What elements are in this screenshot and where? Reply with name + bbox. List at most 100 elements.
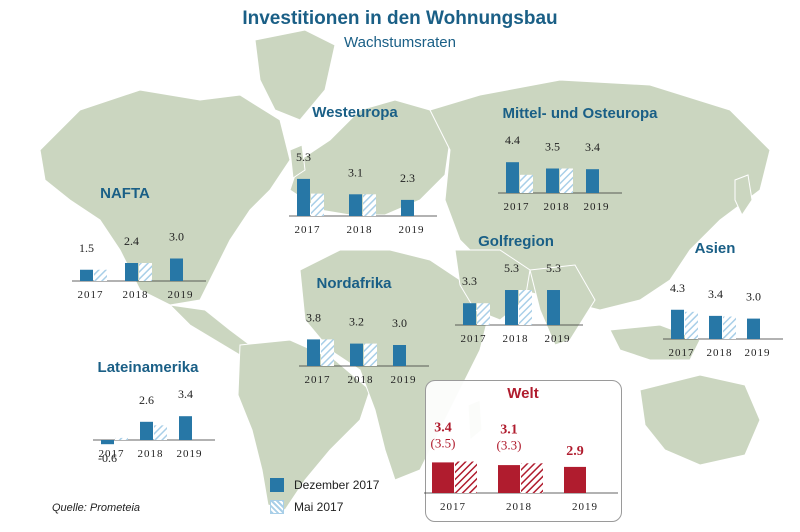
asien-tick-2017: 2017 bbox=[669, 347, 695, 359]
welt-bar-dec-2018 bbox=[498, 465, 520, 493]
mittel-und-osteuropa-bar-may-2018 bbox=[560, 168, 573, 193]
welt-bar-may-2018 bbox=[521, 463, 543, 493]
welt-value-label-2018: 3.1 bbox=[500, 422, 518, 437]
golfregion-bar-may-2017 bbox=[477, 303, 490, 325]
lateinamerika-value-label-2018: 2.6 bbox=[139, 393, 154, 407]
lateinamerika-bar-may-2018 bbox=[154, 425, 167, 440]
welt-bar-dec-2017 bbox=[432, 462, 454, 493]
golfregion-bar-dec-2019 bbox=[547, 290, 560, 325]
westeuropa-bar-dec-2019 bbox=[401, 199, 414, 216]
mittel-und-osteuropa-region-title: Mittel- und Osteuropa bbox=[503, 105, 659, 122]
lateinamerika-bar-dec-2019 bbox=[179, 416, 192, 440]
golfregion-tick-2017: 2017 bbox=[461, 333, 487, 345]
westeuropa-region-title: Westeuropa bbox=[312, 104, 398, 121]
mittel-und-osteuropa-value-label-2019: 3.4 bbox=[585, 140, 600, 154]
welt-may-value-label-2018: (3.3) bbox=[497, 437, 522, 452]
mittel-und-osteuropa-tick-2019: 2019 bbox=[584, 201, 610, 213]
westeuropa-tick-2018: 2018 bbox=[347, 224, 373, 236]
golfregion-region-title: Golfregion bbox=[478, 233, 554, 250]
lateinamerika-value-label-2017: -0.6 bbox=[98, 451, 117, 465]
nordafrika-region-title: Nordafrika bbox=[316, 275, 392, 292]
legend-label-dec: Dezember 2017 bbox=[294, 478, 380, 492]
legend-item-dec: Dezember 2017 bbox=[270, 474, 379, 496]
nafta-tick-2019: 2019 bbox=[168, 289, 194, 301]
westeuropa-bar-may-2018 bbox=[363, 194, 376, 216]
welt-tick-2017: 2017 bbox=[440, 501, 466, 513]
source-note: Quelle: Prometeia bbox=[52, 502, 141, 514]
nafta-bar-dec-2019 bbox=[170, 258, 183, 281]
westeuropa-tick-2017: 2017 bbox=[295, 224, 321, 236]
chart-title: Investitionen in den Wohnungsbau bbox=[242, 8, 558, 29]
golfregion-tick-2019: 2019 bbox=[545, 333, 571, 345]
welt-panel bbox=[425, 380, 622, 522]
nordafrika-bar-dec-2019 bbox=[393, 345, 406, 366]
lateinamerika-region-title: Lateinamerika bbox=[98, 359, 200, 376]
asien-bar-may-2017 bbox=[685, 311, 698, 339]
westeuropa-bar-may-2017 bbox=[311, 193, 324, 216]
nafta-tick-2017: 2017 bbox=[78, 289, 104, 301]
nordafrika-bar-dec-2018 bbox=[350, 343, 363, 366]
westeuropa-value-label-2017: 5.3 bbox=[296, 150, 311, 164]
mittel-und-osteuropa-value-label-2017: 4.4 bbox=[505, 133, 520, 147]
japan-shape bbox=[734, 174, 753, 217]
chart-subtitle: Wachstumsraten bbox=[344, 34, 456, 51]
golfregion-value-label-2019: 5.3 bbox=[546, 261, 561, 275]
nafta-value-label-2019: 3.0 bbox=[169, 230, 184, 244]
legend-item-may: Mai 2017 bbox=[270, 496, 379, 518]
lateinamerika-bar-may-2017 bbox=[115, 437, 128, 440]
australia-shape bbox=[639, 374, 761, 466]
asien-bar-may-2018 bbox=[723, 316, 736, 339]
golfregion-bar-dec-2017 bbox=[463, 303, 476, 325]
golfregion-bar-dec-2018 bbox=[505, 290, 518, 325]
legend-swatch-may bbox=[270, 500, 284, 514]
asia-shape bbox=[429, 79, 771, 311]
legend-label-may: Mai 2017 bbox=[294, 500, 344, 514]
welt-bar-may-2017 bbox=[455, 461, 477, 493]
lateinamerika-bar-dec-2017 bbox=[101, 440, 114, 445]
nordafrika-value-label-2018: 3.2 bbox=[349, 315, 364, 329]
nafta-value-label-2017: 1.5 bbox=[79, 241, 94, 255]
golfregion-value-label-2018: 5.3 bbox=[504, 261, 519, 275]
golfregion-bar-may-2018 bbox=[519, 290, 532, 325]
nafta-bar-dec-2017 bbox=[80, 269, 93, 281]
westeuropa-bar-dec-2017 bbox=[297, 178, 310, 216]
welt-bar-dec-2019 bbox=[564, 466, 586, 493]
south-america-shape bbox=[237, 339, 371, 511]
uk-shape bbox=[289, 144, 306, 179]
golfregion-value-label-2017: 3.3 bbox=[462, 274, 477, 288]
nordafrika-bar-may-2017 bbox=[321, 339, 334, 366]
lateinamerika-bar-dec-2018 bbox=[140, 421, 153, 440]
nafta-bar-may-2017 bbox=[94, 269, 107, 281]
westeuropa-tick-2019: 2019 bbox=[399, 224, 425, 236]
welt-may-value-label-2017: (3.5) bbox=[431, 436, 456, 451]
asien-value-label-2019: 3.0 bbox=[746, 290, 761, 304]
westeuropa-value-label-2019: 2.3 bbox=[400, 171, 415, 185]
nordafrika-bar-may-2018 bbox=[364, 343, 377, 366]
nordafrika-value-label-2019: 3.0 bbox=[392, 316, 407, 330]
westeuropa-bar-dec-2018 bbox=[349, 194, 362, 216]
mittel-und-osteuropa-tick-2018: 2018 bbox=[544, 201, 570, 213]
legend: Dezember 2017 Mai 2017 bbox=[270, 474, 379, 518]
welt-value-label-2017: 3.4 bbox=[434, 421, 452, 436]
golfregion-tick-2018: 2018 bbox=[503, 333, 529, 345]
lateinamerika-tick-2017: 2017 bbox=[99, 448, 125, 460]
lateinamerika-value-label-2019: 3.4 bbox=[178, 387, 193, 401]
asien-tick-2019: 2019 bbox=[745, 347, 771, 359]
westeuropa-value-label-2018: 3.1 bbox=[348, 165, 363, 179]
north-america-shape bbox=[39, 89, 291, 306]
asien-tick-2018: 2018 bbox=[707, 347, 733, 359]
asien-value-label-2018: 3.4 bbox=[708, 287, 723, 301]
nafta-bar-dec-2018 bbox=[125, 263, 138, 281]
welt-tick-2018: 2018 bbox=[506, 501, 532, 513]
nordafrika-value-label-2017: 3.8 bbox=[306, 310, 321, 324]
nordafrika-tick-2017: 2017 bbox=[305, 374, 331, 386]
welt-value-label-2019: 2.9 bbox=[566, 444, 584, 459]
greenland-shape bbox=[254, 29, 336, 121]
mittel-und-osteuropa-tick-2017: 2017 bbox=[504, 201, 530, 213]
welt-region-title: Welt bbox=[507, 385, 538, 402]
mittel-und-osteuropa-bar-dec-2019 bbox=[586, 169, 599, 193]
nafta-tick-2018: 2018 bbox=[123, 289, 149, 301]
mittel-und-osteuropa-bar-may-2017 bbox=[520, 174, 533, 193]
asien-region-title: Asien bbox=[695, 240, 736, 257]
